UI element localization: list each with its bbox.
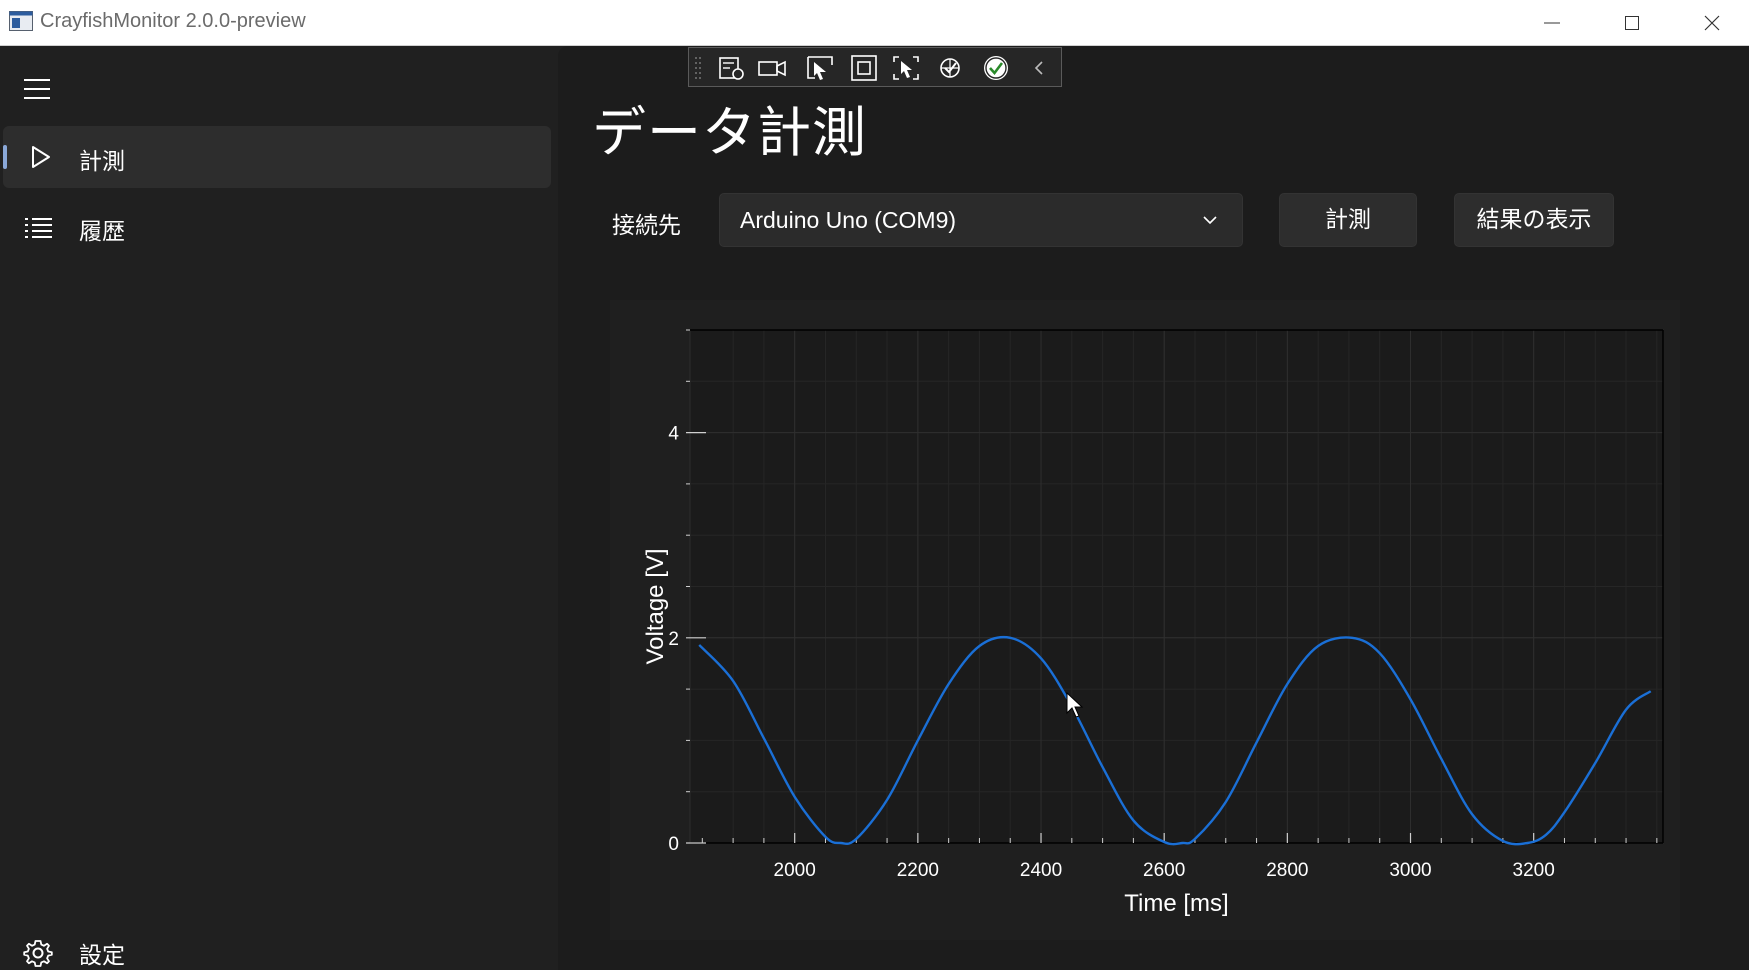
minimize-icon [1544,22,1560,24]
x-axis-label: Time [ms] [1124,890,1228,917]
show-results-button[interactable]: 結果の表示 [1454,193,1614,247]
play-icon [32,146,50,168]
nav-item-label: 設定 [79,943,125,969]
y-tick-label: 4 [668,424,679,445]
collapse-chevron-icon[interactable] [1029,54,1049,82]
track-focus-icon[interactable] [891,54,921,82]
debug-toolbar [688,47,1062,87]
chart-container: 0 2 4 2000 2200 2400 2600 2800 3000 3200 Time [ms]… [610,300,1680,940]
title-bar: CrayfishMonitor 2.0.0-preview [0,0,1749,46]
measure-button[interactable]: 計測 [1279,193,1417,247]
close-icon [1704,15,1720,31]
select-element-icon[interactable] [805,54,835,82]
x-tick-label: 3200 [1513,860,1555,881]
app-icon [9,11,33,31]
y-axis-label: Voltage [V] [642,548,669,664]
nav-item-label: 履歴 [79,219,125,245]
hot-reload-icon[interactable] [935,54,965,82]
grip-icon[interactable] [693,54,703,82]
x-tick-label: 3000 [1389,860,1431,881]
connection-select[interactable]: Arduino Uno (COM9) [719,193,1243,247]
x-tick-label: 2200 [897,860,939,881]
x-tick-label: 2800 [1266,860,1308,881]
window-title: CrayfishMonitor 2.0.0-preview [40,10,306,32]
x-tick-label: 2400 [1020,860,1062,881]
nav-item-settings[interactable]: 設定 [3,922,551,970]
list-icon [25,218,52,238]
selection-indicator [3,145,7,169]
chevron-down-icon [1203,216,1217,225]
x-tick-label: 2600 [1143,860,1185,881]
nav-item-measure[interactable]: 計測 [3,126,551,188]
page-title: データ計測 [592,101,867,164]
y-tick-label: 0 [668,834,679,855]
status-ok-icon[interactable] [981,54,1011,82]
hamburger-icon[interactable] [22,77,56,101]
maximize-button[interactable] [1592,0,1672,46]
nav-item-history[interactable]: 履歴 [3,196,551,258]
nav-item-label: 計測 [79,149,125,175]
navigation-pane: 計測 履歴 [0,46,558,970]
live-visual-tree-icon[interactable] [717,54,747,82]
mouse-cursor-icon [1066,692,1084,718]
close-button[interactable] [1672,0,1749,46]
display-layout-adorners-icon[interactable] [849,54,879,82]
connection-label: 接続先 [612,213,681,239]
minimize-button[interactable] [1512,0,1592,46]
gear-icon [23,940,53,967]
maximize-icon [1625,16,1639,30]
y-tick-label: 2 [668,629,679,650]
x-tick-label: 2000 [774,860,816,881]
record-icon[interactable] [757,54,787,82]
voltage-chart: 0 2 4 2000 2200 2400 2600 2800 3000 3200 Time [ms]… [642,329,1664,917]
connection-select-value: Arduino Uno (COM9) [740,207,957,233]
